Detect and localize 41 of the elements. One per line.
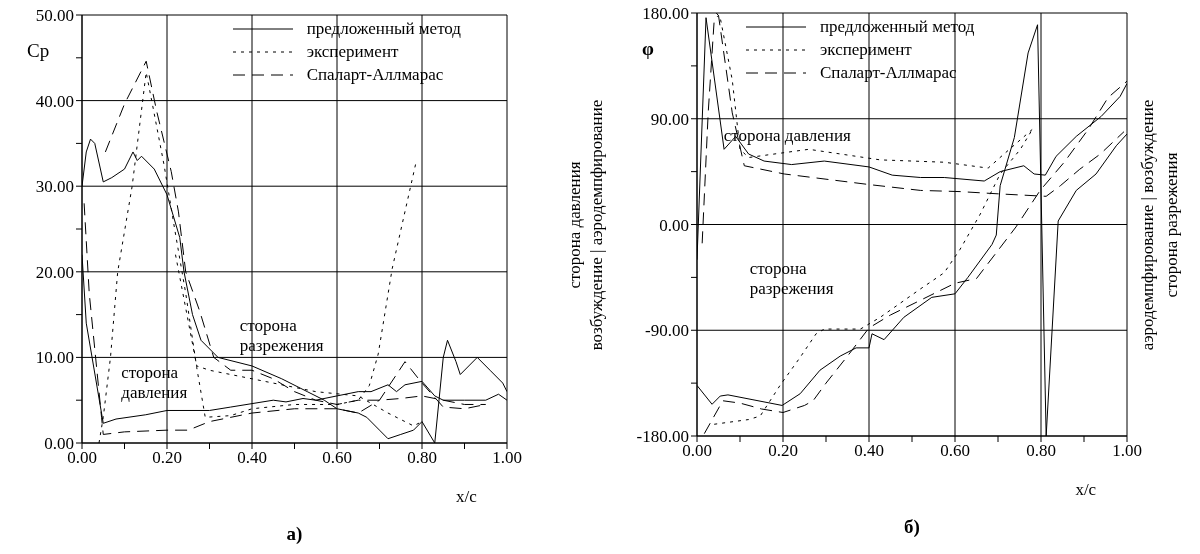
- text: возбуждение | аэродемпфирование: [587, 99, 607, 350]
- y-axis-title: φ: [642, 38, 654, 60]
- x-axis-title: x/c: [1075, 480, 1097, 500]
- annotation: сторона давления: [723, 125, 851, 146]
- legend-label: эксперимент: [820, 39, 912, 60]
- y-tick-label: 50.00: [35, 6, 74, 26]
- legend-label: эксперимент: [306, 41, 399, 62]
- x-tick-label: 0.00: [67, 448, 97, 468]
- x-tick-label: 0.60: [940, 441, 970, 461]
- x-tick-label: 0.20: [152, 448, 182, 468]
- legend-label: предложенный метод: [820, 16, 975, 37]
- x-tick-label: 0.20: [768, 441, 798, 461]
- text: сторона разрежения: [1162, 151, 1182, 298]
- text: б): [904, 516, 920, 538]
- text: сторона давления: [565, 160, 585, 289]
- legend-label: предложенный метод: [306, 18, 461, 39]
- x-tick-label: 0.00: [682, 441, 712, 461]
- y-tick-label: 10.00: [35, 348, 74, 368]
- x-tick-label: 0.80: [407, 448, 437, 468]
- y-axis-title: Cp: [27, 40, 50, 62]
- y-tick-label: 180.00: [642, 4, 689, 24]
- x-tick-label: 0.40: [854, 441, 884, 461]
- x-tick-label: 0.40: [237, 448, 267, 468]
- annotation: сторона давления: [121, 363, 188, 404]
- annotation: сторона разрежения: [749, 259, 834, 300]
- y-tick-label: 30.00: [35, 177, 74, 197]
- x-tick-label: 1.00: [492, 448, 522, 468]
- x-axis-title: x/c: [456, 487, 477, 507]
- legend-label: Спаларт-Аллмарас: [306, 64, 444, 85]
- text: аэродемпфирование | возбуждение: [1138, 99, 1158, 350]
- text: а): [286, 523, 303, 545]
- legend-label: Спаларт-Аллмарас: [820, 62, 957, 83]
- y-tick-label: 0.00: [659, 215, 689, 235]
- x-tick-label: 1.00: [1112, 441, 1142, 461]
- y-tick-label: -90.00: [645, 321, 689, 341]
- x-tick-label: 0.80: [1026, 441, 1056, 461]
- y-tick-label: 20.00: [35, 262, 74, 282]
- x-tick-label: 0.60: [322, 448, 352, 468]
- y-tick-label: 40.00: [35, 91, 74, 111]
- y-tick-label: 90.00: [650, 109, 689, 129]
- annotation: сторона разрежения: [239, 316, 324, 356]
